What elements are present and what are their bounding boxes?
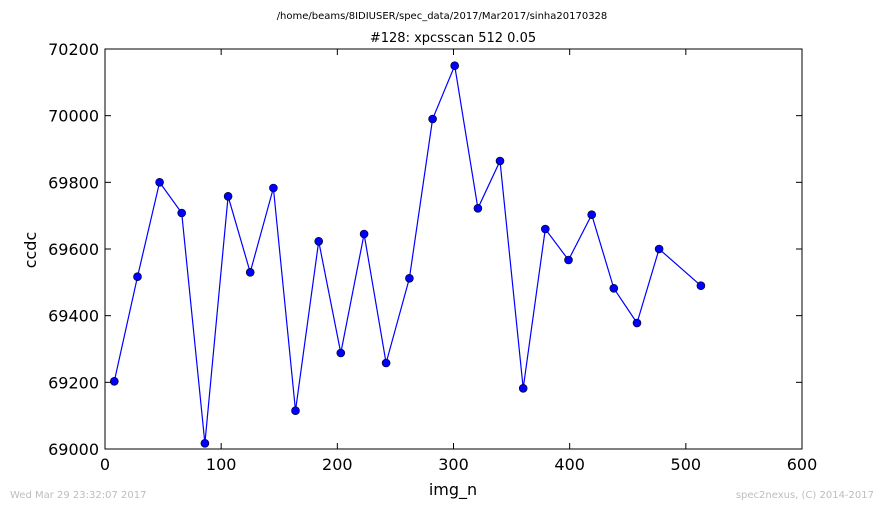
data-point	[587, 210, 597, 219]
y-tick-label: 69600	[48, 240, 99, 259]
data-point	[381, 358, 391, 368]
data-point	[654, 244, 664, 254]
footer-timestamp: Wed Mar 29 23:32:07 2017	[10, 490, 146, 501]
x-tick-label: 300	[438, 455, 469, 474]
data-point	[540, 224, 550, 234]
data-point	[405, 273, 414, 283]
x-tick-label: 0	[100, 455, 110, 474]
chart-title: #128: xpcsscan 512 0.05	[370, 31, 536, 46]
y-tick-label: 69800	[48, 173, 99, 192]
plot-area	[110, 61, 706, 448]
data-point	[110, 376, 119, 386]
data-point	[473, 204, 483, 213]
x-tick-label: 100	[206, 455, 237, 474]
x-tick-label: 400	[554, 455, 585, 474]
data-point	[314, 237, 324, 246]
data-point	[359, 229, 369, 239]
footer-credit: spec2nexus, (C) 2014-2017	[736, 490, 874, 501]
data-point	[518, 383, 528, 393]
x-tick-label: 600	[787, 455, 818, 474]
data-point	[632, 318, 642, 328]
data-point	[177, 208, 186, 218]
y-tick-label: 70200	[48, 40, 99, 59]
x-tick-label: 500	[671, 455, 702, 474]
data-point	[696, 281, 706, 291]
data-point	[223, 192, 233, 201]
y-tick-label: 69000	[48, 440, 99, 459]
data-point	[564, 255, 573, 265]
data-point	[428, 114, 437, 124]
data-point	[336, 348, 346, 358]
data-point	[450, 61, 460, 70]
data-point	[155, 178, 164, 187]
data-point	[495, 156, 505, 166]
data-point	[291, 406, 300, 416]
data-point	[245, 267, 255, 277]
chart-suptitle: /home/beams/8IDIUSER/spec_data/2017/Mar2…	[277, 11, 608, 22]
y-axis-label: ccdc	[21, 232, 40, 269]
y-tick-label: 69400	[48, 307, 99, 326]
data-point	[133, 272, 142, 282]
y-tick-label: 70000	[48, 107, 99, 126]
data-point	[200, 438, 210, 448]
x-axis-label: img_n	[429, 480, 477, 500]
y-tick-label: 69200	[48, 373, 99, 392]
series-line	[113, 63, 702, 444]
axis-ticks: 0 100 200 300 400 500 600 69000 69200 69400 69600 6…	[48, 40, 817, 474]
data-point	[269, 183, 278, 193]
x-tick-label: 200	[322, 455, 353, 474]
data-point	[609, 283, 619, 293]
